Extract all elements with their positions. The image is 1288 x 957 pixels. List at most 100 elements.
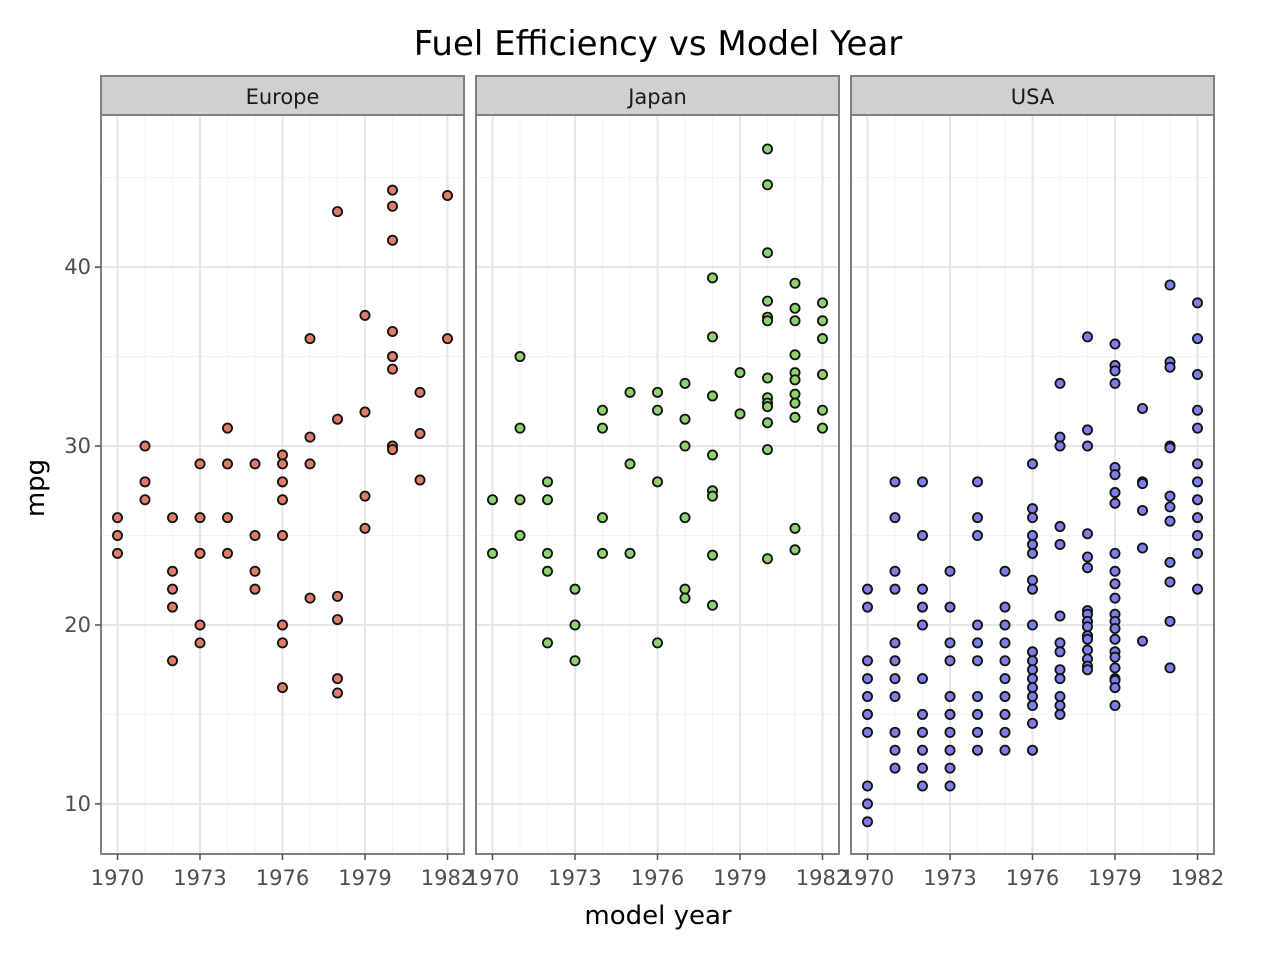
data-point bbox=[972, 619, 984, 631]
data-point bbox=[944, 780, 956, 792]
data-point bbox=[862, 691, 874, 703]
data-point bbox=[1109, 623, 1121, 635]
facet-strip-label: USA bbox=[1011, 85, 1055, 109]
data-point bbox=[542, 547, 554, 559]
data-point bbox=[276, 619, 288, 631]
data-point bbox=[1192, 368, 1204, 380]
data-point bbox=[1192, 476, 1204, 488]
x-tick-label: 1982 bbox=[421, 866, 474, 890]
data-point bbox=[304, 458, 316, 470]
data-point bbox=[1054, 377, 1066, 389]
data-point bbox=[542, 565, 554, 577]
data-point bbox=[679, 512, 691, 524]
data-point bbox=[1192, 494, 1204, 506]
data-point bbox=[944, 762, 956, 774]
facets-group: Europe 1970 1973 1976 1979 1982 10 20 30 40 Japan 1… bbox=[64, 75, 1224, 890]
data-point bbox=[194, 512, 206, 524]
data-point bbox=[194, 547, 206, 559]
data-point bbox=[1109, 578, 1121, 590]
data-point bbox=[1137, 635, 1149, 647]
x-tick-label: 1976 bbox=[1006, 866, 1059, 890]
data-point bbox=[1027, 691, 1039, 703]
data-point bbox=[304, 592, 316, 604]
data-point bbox=[1027, 529, 1039, 541]
data-point bbox=[441, 333, 453, 345]
data-point bbox=[386, 326, 398, 338]
data-point bbox=[889, 565, 901, 577]
data-point bbox=[1164, 361, 1176, 373]
data-point bbox=[1109, 377, 1121, 389]
data-point bbox=[762, 315, 774, 327]
data-point bbox=[762, 295, 774, 307]
data-point bbox=[889, 762, 901, 774]
x-tick-label: 1982 bbox=[796, 866, 849, 890]
data-point bbox=[542, 637, 554, 649]
y-tick-label: 20 bbox=[64, 613, 91, 637]
data-point bbox=[276, 529, 288, 541]
x-tick-label: 1970 bbox=[841, 866, 894, 890]
data-point bbox=[221, 422, 233, 434]
data-point bbox=[112, 547, 124, 559]
data-point bbox=[817, 404, 829, 416]
data-point bbox=[999, 565, 1011, 577]
data-point bbox=[1109, 651, 1121, 663]
data-point bbox=[679, 583, 691, 595]
data-point bbox=[999, 601, 1011, 613]
data-point bbox=[1054, 673, 1066, 685]
data-point bbox=[862, 816, 874, 828]
data-point bbox=[414, 428, 426, 440]
data-point bbox=[972, 655, 984, 667]
data-point bbox=[817, 333, 829, 345]
data-point bbox=[707, 599, 719, 611]
data-point bbox=[1109, 497, 1121, 509]
data-point bbox=[652, 476, 664, 488]
facet-panel-japan: Japan 1970 1973 1976 1979 1982 bbox=[466, 75, 849, 890]
data-point bbox=[972, 744, 984, 756]
data-point bbox=[1082, 551, 1094, 563]
data-point bbox=[624, 458, 636, 470]
x-tick-label: 1970 bbox=[466, 866, 519, 890]
data-point bbox=[972, 529, 984, 541]
data-point bbox=[917, 780, 929, 792]
data-point bbox=[1027, 655, 1039, 667]
data-point bbox=[972, 708, 984, 720]
data-point bbox=[597, 404, 609, 416]
data-point bbox=[386, 234, 398, 246]
data-point bbox=[944, 691, 956, 703]
data-point bbox=[1082, 633, 1094, 645]
data-point bbox=[707, 390, 719, 402]
y-axis-title: mpg bbox=[21, 459, 51, 517]
data-point bbox=[414, 474, 426, 486]
facet-strip-label: Japan bbox=[626, 85, 687, 109]
data-point bbox=[944, 601, 956, 613]
data-point bbox=[1082, 621, 1094, 633]
data-point bbox=[999, 655, 1011, 667]
data-point bbox=[972, 637, 984, 649]
data-point bbox=[889, 726, 901, 738]
data-point bbox=[1137, 478, 1149, 490]
data-point bbox=[652, 404, 664, 416]
data-point bbox=[359, 309, 371, 321]
data-point bbox=[817, 315, 829, 327]
data-point bbox=[221, 512, 233, 524]
data-point bbox=[112, 512, 124, 524]
data-point bbox=[917, 762, 929, 774]
data-point bbox=[734, 367, 746, 379]
data-point bbox=[139, 440, 151, 452]
data-point bbox=[1027, 699, 1039, 711]
data-point bbox=[1109, 633, 1121, 645]
data-point bbox=[1109, 365, 1121, 377]
data-point bbox=[1054, 708, 1066, 720]
data-point bbox=[1027, 646, 1039, 658]
data-point bbox=[1164, 576, 1176, 588]
data-point bbox=[276, 458, 288, 470]
data-point bbox=[762, 179, 774, 191]
data-point bbox=[166, 655, 178, 667]
data-point bbox=[624, 547, 636, 559]
data-point bbox=[944, 565, 956, 577]
data-point bbox=[817, 368, 829, 380]
data-point bbox=[1054, 699, 1066, 711]
x-tick-label: 1982 bbox=[1171, 866, 1224, 890]
data-point bbox=[999, 744, 1011, 756]
data-point bbox=[762, 444, 774, 456]
